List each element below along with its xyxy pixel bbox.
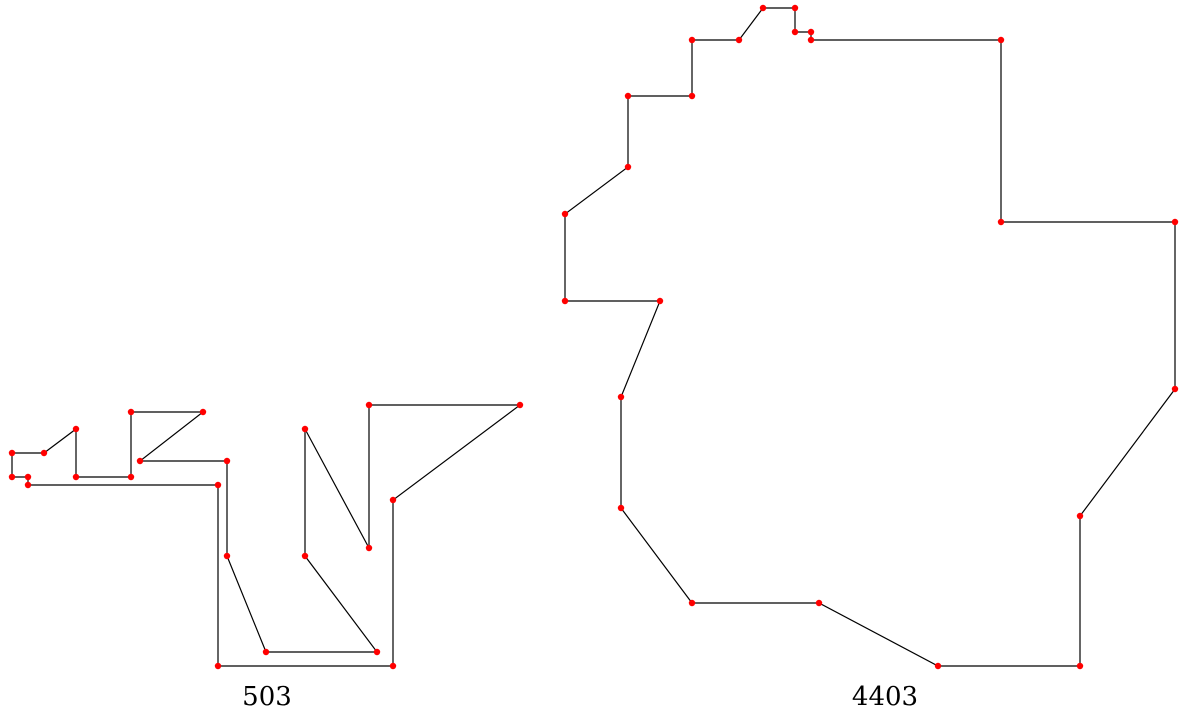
polygon-vertex	[735, 36, 743, 44]
polygon-vertex	[262, 648, 270, 656]
polygon-vertex	[373, 648, 381, 656]
polygon-vertex	[656, 297, 664, 305]
polygon-vertex	[214, 662, 222, 670]
polygon-vertex	[791, 4, 799, 12]
polygon-vertex	[136, 457, 144, 465]
polygon-vertex	[1076, 662, 1084, 670]
polygon-label-4403: 4403	[851, 682, 919, 712]
polygon-vertex	[688, 36, 696, 44]
polygon-vertex	[1076, 512, 1084, 520]
polygon-edges	[11, 404, 522, 667]
polygon-vertex	[365, 544, 373, 552]
polygon-vertex	[617, 504, 625, 512]
polygon-vertex	[997, 36, 1005, 44]
polygon-edges	[564, 7, 1176, 667]
polygon-vertex	[617, 393, 625, 401]
polygon-vertex	[72, 425, 80, 433]
polygon-vertex	[365, 401, 373, 409]
polygon-vertex	[688, 92, 696, 100]
polygon-vertex	[807, 28, 815, 36]
polygon-vertex	[561, 210, 569, 218]
polygon-503	[8, 401, 524, 670]
polygon-vertex	[40, 449, 48, 457]
polygon-vertex	[301, 425, 309, 433]
polygon-vertex	[791, 28, 799, 36]
polygon-vertex	[72, 473, 80, 481]
polygon-vertex	[223, 552, 231, 560]
polygon-vertex	[759, 4, 767, 12]
polygon-vertex	[561, 297, 569, 305]
polygon-vertex	[934, 662, 942, 670]
polygon-vertex	[214, 481, 222, 489]
polygon-vertex	[199, 408, 207, 416]
polygon-vertex	[127, 408, 135, 416]
polygon-vertex	[389, 496, 397, 504]
polygon-vertex	[688, 599, 696, 607]
polygon-vertex	[301, 552, 309, 560]
polygon-vertex	[1171, 385, 1179, 393]
polygon-vertex	[516, 401, 524, 409]
polygon-vertex	[1171, 218, 1179, 226]
polygon-vertex	[389, 662, 397, 670]
polygon-vertex	[997, 218, 1005, 226]
polygon-vertex	[624, 92, 632, 100]
polygon-vertex	[8, 449, 16, 457]
polygon-vertex	[24, 473, 32, 481]
polygon-vertex	[223, 457, 231, 465]
polygon-vertex	[807, 36, 815, 44]
polygon-vertex	[24, 481, 32, 489]
polygon-label-503: 503	[242, 682, 292, 712]
polygon-vertex	[815, 599, 823, 607]
polygon-4403	[561, 4, 1179, 670]
polygon-vertex	[127, 473, 135, 481]
polygon-vertex	[8, 473, 16, 481]
polygon-vertex	[624, 163, 632, 171]
